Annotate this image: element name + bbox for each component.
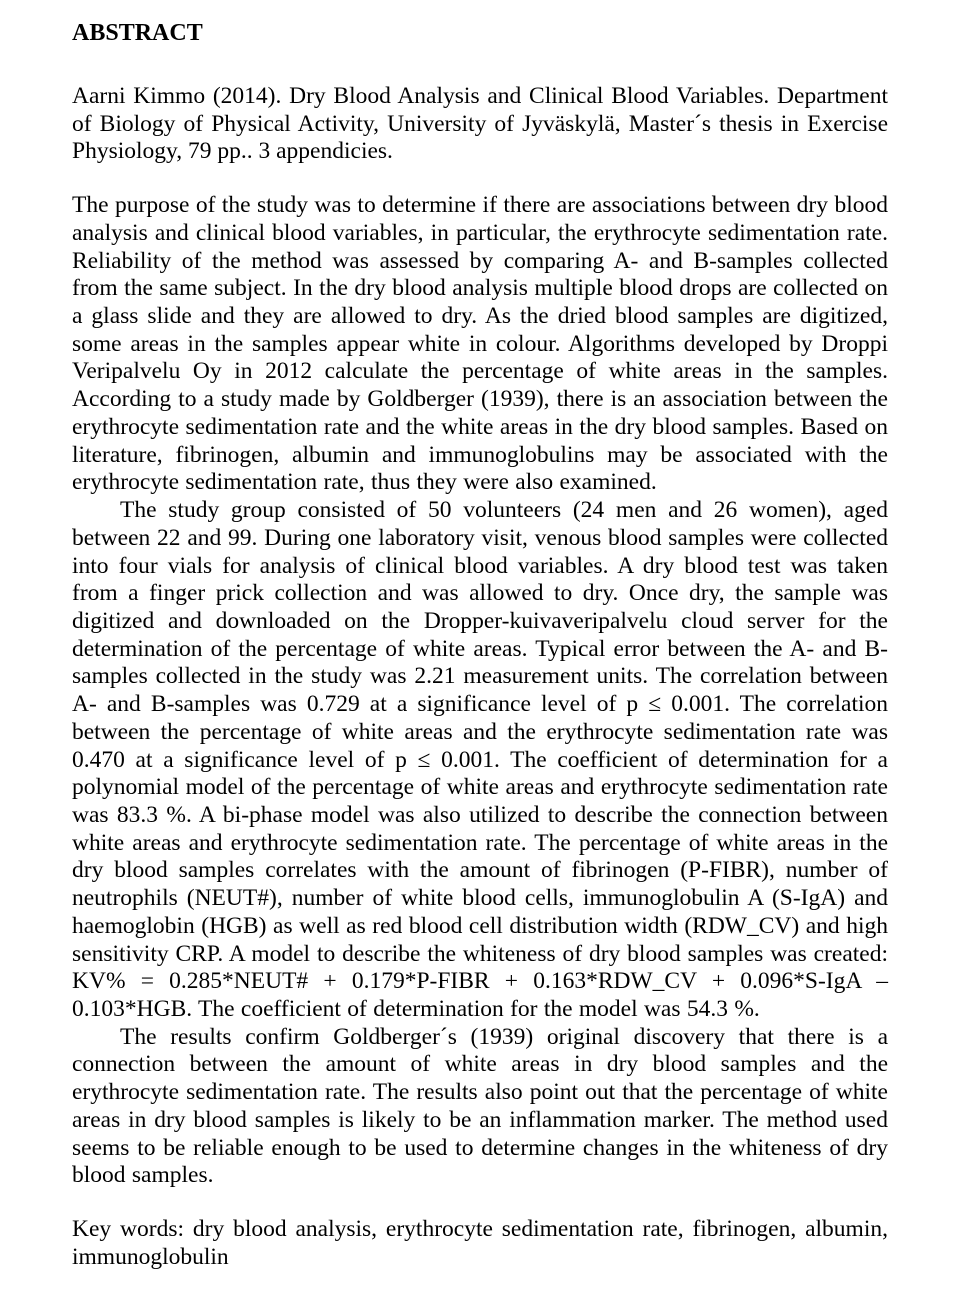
abstract-page: ABSTRACT Aarni Kimmo (2014). Dry Blood A… <box>0 0 960 1311</box>
paragraph-results: The results confirm Goldberger´s (1939) … <box>72 1024 888 1190</box>
paragraph-purpose: The purpose of the study was to determin… <box>72 192 888 497</box>
paragraph-study-text: The study group consisted of 50 voluntee… <box>72 497 888 1022</box>
citation-text: Aarni Kimmo (2014). Dry Blood Analysis a… <box>72 83 888 166</box>
paragraph-study: The study group consisted of 50 voluntee… <box>72 497 888 1024</box>
keywords-text: Key words: dry blood analysis, erythrocy… <box>72 1216 888 1271</box>
abstract-title: ABSTRACT <box>72 20 888 47</box>
paragraph-results-text: The results confirm Goldberger´s (1939) … <box>72 1024 888 1189</box>
